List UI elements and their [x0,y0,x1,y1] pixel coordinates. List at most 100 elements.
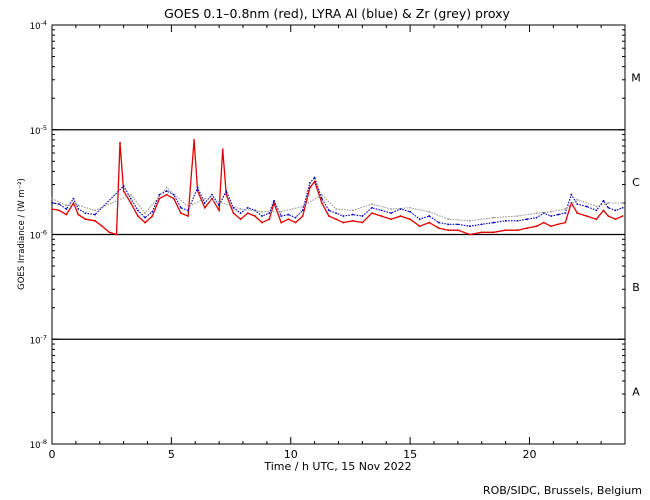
series-2-point-24 [516,215,519,217]
class-label-C: C [632,176,640,189]
series-1-point-53 [492,221,495,224]
series-0-point-61 [516,229,519,232]
series-1-point-38 [342,215,345,217]
series-line-1 [51,176,623,227]
series-2-point-10 [239,208,242,210]
series-2-point-21 [447,218,450,221]
series-1-point-55 [516,219,519,222]
series-1-point-6 [94,213,96,216]
series-1-point-69 [621,206,624,209]
series-0-point-46 [361,221,364,224]
series-1-point-11 [151,210,154,213]
series-2-point-2 [77,204,80,207]
series-1-point-52 [480,223,483,226]
series-0-point-31 [254,215,256,217]
series-1-point-13 [165,190,168,192]
series-line-0 [51,139,623,236]
series-0-point-47 [371,212,373,215]
series-2-point-16 [351,209,354,212]
series-0-point-17 [165,193,168,196]
series-0-point-45 [351,219,354,222]
series-0-point-55 [447,229,450,232]
series-0-point-39 [308,186,311,189]
series-1-point-62 [570,193,573,196]
series-1-point-41 [371,206,373,209]
series-0-point-18 [172,197,175,200]
series-0-point-6 [94,219,96,222]
series-0-point-72 [602,209,605,212]
series-2-point-11 [261,210,263,213]
series-1-point-35 [320,197,323,200]
series-2-point-30 [607,202,610,204]
series-0-point-24 [211,197,213,200]
series-0-point-30 [246,212,249,215]
series-0-point-51 [409,218,412,221]
class-label-M: M [631,71,641,84]
series-1-point-54 [504,219,507,222]
series-0-point-52 [418,225,421,228]
series-2-point-20 [428,210,431,213]
series-0-point-5 [84,218,87,221]
series-1-point-22 [232,206,235,209]
series-1-point-26 [261,215,263,217]
series-0-point-71 [595,218,598,221]
series-0-point-44 [342,221,345,224]
series-1-point-58 [542,212,545,215]
series-2-point-25 [535,212,538,215]
series-1-point-50 [456,223,459,226]
series-0-point-49 [390,218,392,221]
series-0-point-68 [570,202,573,204]
series-2-point-6 [165,186,168,189]
series-0-point-8 [108,231,111,234]
series-2-point-14 [320,193,323,196]
series-0-point-67 [564,221,567,224]
series-2-point-29 [595,205,598,208]
series-0-point-27 [225,193,228,196]
series-2-point-12 [280,210,283,213]
series-2-point-0 [51,197,53,200]
series-0-point-35 [280,221,283,224]
series-0 [51,139,624,236]
series-1-point-24 [246,206,249,209]
series-1-point-3 [72,197,75,200]
series-1-point-4 [77,208,80,210]
series-0-point-28 [232,212,235,215]
series-2-point-28 [576,198,579,201]
series-1-point-56 [526,218,529,221]
series-1-point-65 [595,209,598,212]
class-label-B: B [632,281,640,294]
series-0-point-32 [261,221,263,224]
series-1-point-20 [218,204,221,207]
series-2-point-1 [65,204,68,207]
y-axis-ticks: 10-8 10-7 10-6 10-5 10-4 [30,19,625,451]
series-1-point-60 [557,213,560,216]
series-1-point-18 [203,202,206,204]
series-1-point-59 [550,215,552,217]
y-axis-label: GOES Irradiance / (W m⁻²) [17,178,27,290]
chart-title: GOES 0.1–0.8nm (red), LYRA Al (blue) & Z… [164,6,510,21]
series-0-point-26 [221,148,224,151]
series-0-point-50 [399,215,402,217]
series-0-point-53 [428,221,431,224]
series-1-point-67 [607,206,610,209]
series-1-point-30 [287,213,290,216]
series-1-point-27 [268,212,271,215]
series-0-point-10 [119,141,121,144]
series-0-point-43 [335,218,338,221]
series-0-point-11 [122,190,125,192]
series-1-point-17 [196,186,199,189]
x-tick-label-3: 15 [403,448,417,461]
series-1-point-48 [437,221,440,224]
series-1-point-47 [428,215,431,217]
series-0-point-63 [535,225,538,228]
series-0-point-36 [287,218,290,221]
series-0-point-41 [320,202,323,204]
series-2-point-31 [621,202,624,204]
series-2-point-5 [144,212,147,215]
y-tick-label-1: 10-7 [30,333,47,346]
series-1-point-64 [585,205,588,208]
series-0-point-74 [614,218,617,221]
series-1-point-61 [564,212,567,215]
series-1-point-5 [84,212,87,215]
